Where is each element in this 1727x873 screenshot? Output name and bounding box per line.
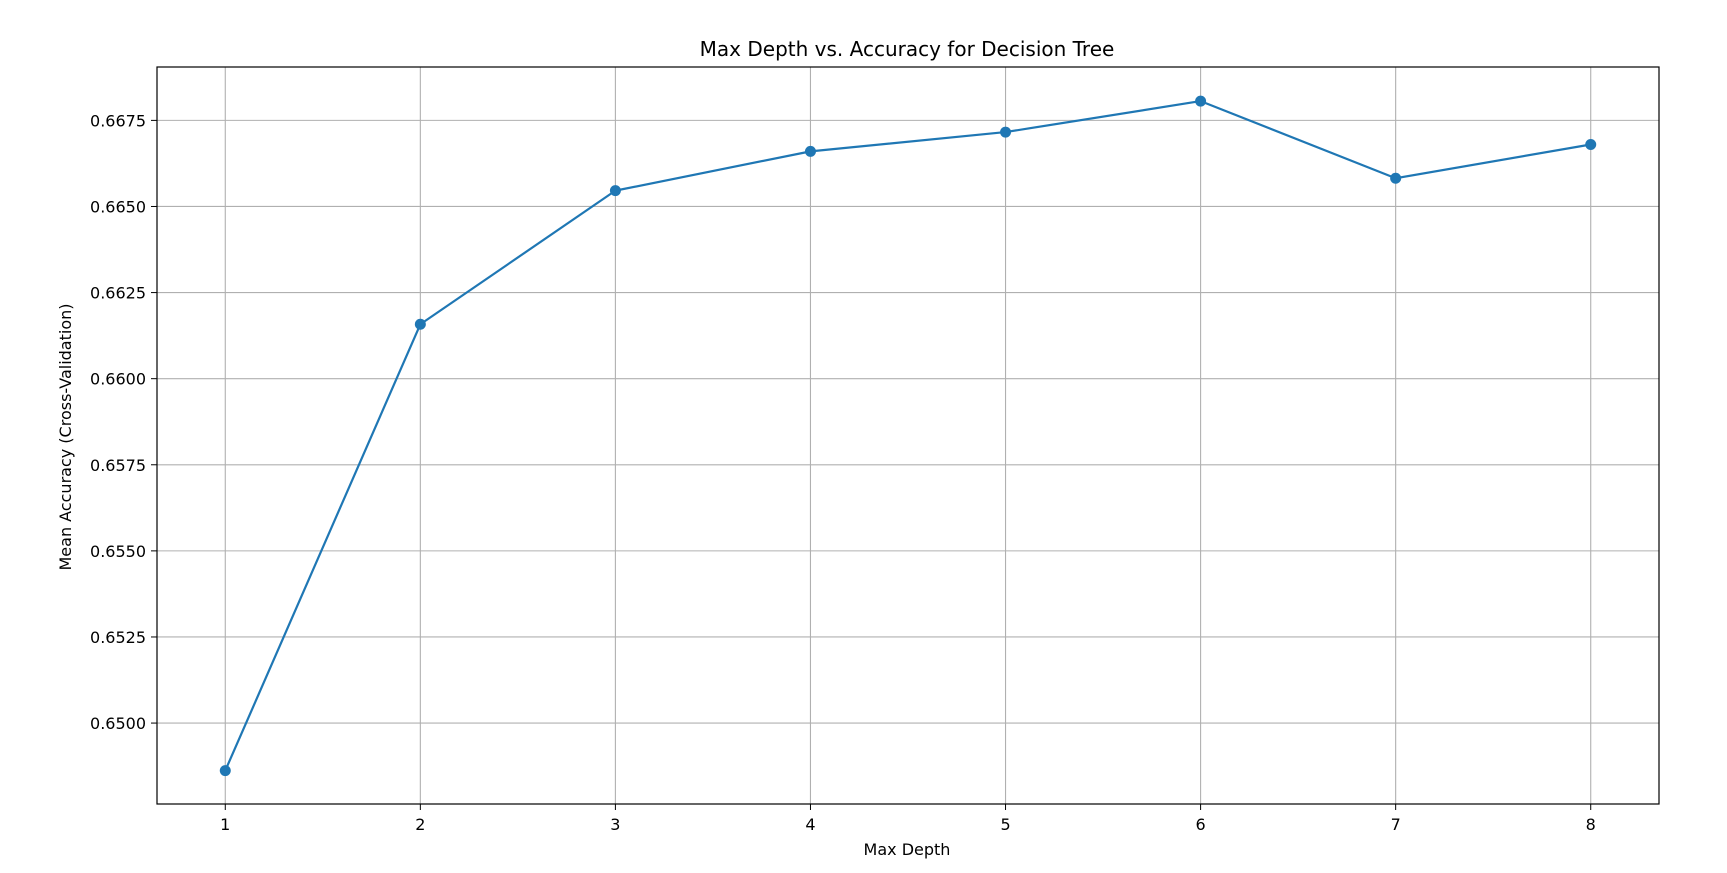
data-point [219,765,231,777]
data-point [414,318,426,330]
x-tick-label: 3 [610,815,620,834]
data-point [1390,172,1402,184]
grid-lines [157,67,1659,804]
x-tick-label: 1 [220,815,230,834]
data-point [1195,95,1207,107]
data-point [1000,126,1012,138]
y-tick-label: 0.6525 [90,628,146,647]
data-point [609,185,621,197]
x-tick-label: 7 [1391,815,1401,834]
x-tick-label: 2 [415,815,425,834]
y-tick-label: 0.6675 [90,111,146,130]
x-axis-title: Max Depth [864,840,951,859]
y-axis-title: Mean Accuracy (Cross-Validation) [56,304,75,571]
data-point [1585,138,1597,150]
chart-title: Max Depth vs. Accuracy for Decision Tree [700,37,1115,61]
x-tick-label: 4 [805,815,815,834]
y-tick-label: 0.6575 [90,456,146,475]
data-series [219,95,1597,777]
x-tick-label: 5 [1000,815,1010,834]
series-line [224,99,1591,772]
y-tick-label: 0.6500 [90,714,146,733]
x-tick-label: 6 [1196,815,1206,834]
data-point [804,145,816,157]
axis-ticks: 1 2 3 4 5 6 7 8 0.6500 0.6525 0.6550 0.6575 0.6600 0.… [90,111,1596,834]
y-tick-label: 0.6650 [90,197,146,216]
x-tick-label: 8 [1586,815,1596,834]
y-tick-label: 0.6600 [90,370,146,389]
plot-frame [156,66,1660,805]
y-tick-label: 0.6625 [90,284,146,303]
y-tick-label: 0.6550 [90,542,146,561]
